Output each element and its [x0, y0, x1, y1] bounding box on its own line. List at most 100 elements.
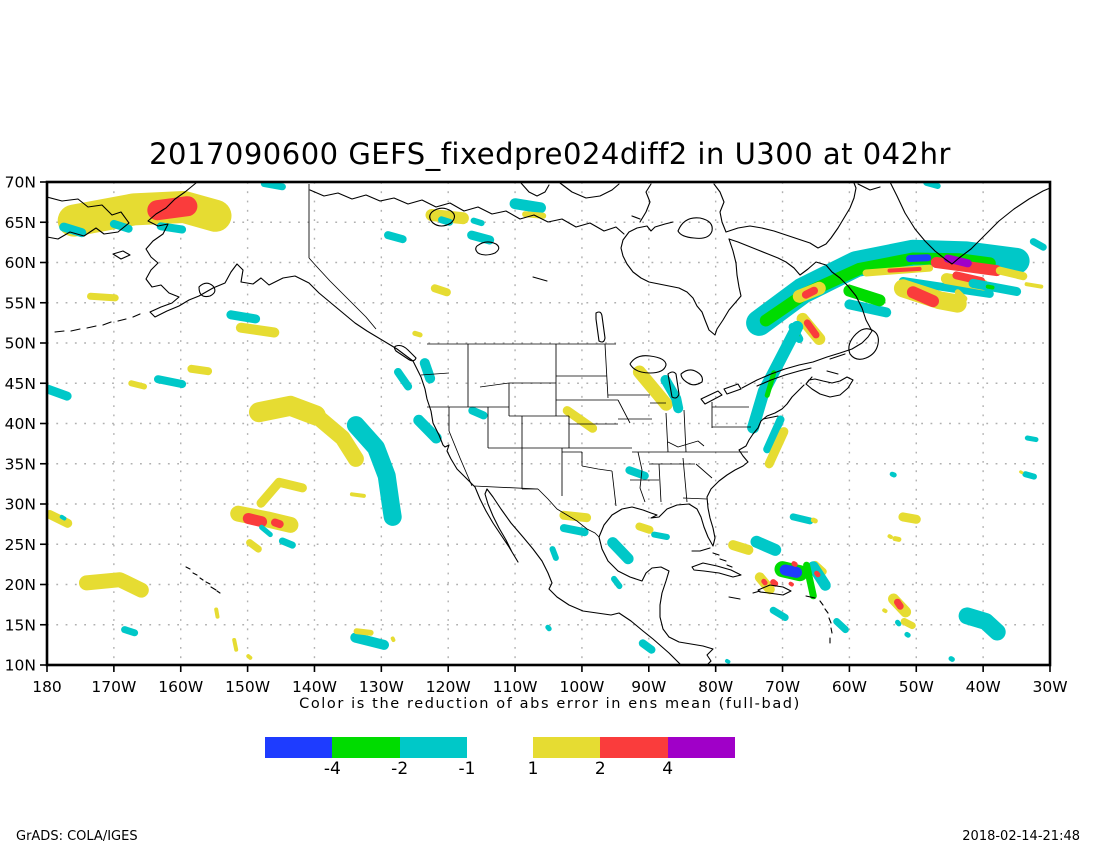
anomaly-region-t [438, 216, 453, 226]
anomaly-region-y [430, 284, 451, 297]
anomaly-region-t [923, 182, 941, 189]
anomaly-region-r [814, 570, 821, 578]
coastline-long-island [762, 415, 779, 420]
anomaly-region-y [887, 534, 893, 539]
coastline-st-lawrence-labrador [728, 238, 873, 389]
anomaly-region-t [384, 231, 407, 244]
anomaly-region-t [419, 358, 436, 384]
anomaly-region-y [353, 628, 374, 636]
anomaly-region-g [843, 284, 886, 307]
anomaly-region-y [249, 395, 326, 426]
colorbar-label: -4 [323, 759, 341, 779]
anomaly-region-y [246, 654, 253, 660]
colorbar-label: 2 [594, 759, 606, 779]
border-us-mexico [473, 485, 600, 538]
anomaly-region-t [625, 466, 649, 480]
coastline-victoria-island [559, 182, 620, 199]
coastline-southampton-island [677, 217, 713, 239]
lake-athabasca [532, 276, 548, 282]
coastline-jamaica [728, 596, 741, 600]
anomaly-region-t [549, 546, 559, 561]
anomaly-region-t [509, 198, 546, 214]
colorbar-negative: -4 -2 -1 [265, 737, 475, 779]
anomaly-region-y [882, 608, 888, 614]
coastline-st-lawrence-river [756, 367, 812, 387]
lon-tick-label: 160W [158, 678, 203, 696]
anomaly-region-y [390, 636, 396, 642]
anomaly-region-t [638, 639, 656, 654]
coastline-gulf-eastcoast-us [598, 384, 805, 547]
anomaly-region-y [810, 517, 818, 524]
anomaly-region-t [259, 524, 273, 538]
borders-layer [308, 184, 751, 538]
anomaly-region-t [47, 384, 72, 401]
anomaly-region-y [128, 380, 147, 390]
great-bear-lake [429, 207, 456, 227]
grads-credit: GrADS: COLA/IGES [16, 829, 138, 844]
lon-tick-label: 180 [32, 678, 62, 696]
anomaly-region-r [803, 319, 820, 339]
lon-tick-label: 120W [426, 678, 471, 696]
anomaly-region-r [894, 598, 904, 610]
anomaly-region-t [468, 406, 488, 420]
anomaly-region-t [346, 416, 402, 526]
anomaly-region-y [232, 638, 239, 652]
lon-tick-label: 100W [559, 678, 604, 696]
coastline-chukotka [47, 196, 130, 240]
anomaly-region-y [412, 330, 423, 338]
anomaly-region-t [833, 618, 849, 634]
anomaly-region-t [1024, 435, 1039, 443]
coastline-kodiak-island [198, 282, 216, 298]
lon-tick-label: 80W [698, 678, 733, 696]
coastline-vancouver-island [393, 344, 417, 362]
anomaly-region-g [803, 561, 817, 600]
lat-tick-label: 45N [5, 375, 36, 393]
lat-tick-label: 10N [5, 657, 36, 675]
colorbar-label: -1 [458, 759, 476, 779]
anomaly-region-r [770, 579, 779, 587]
anomaly-region-t [467, 230, 495, 245]
coastline-nova-scotia [805, 376, 854, 398]
anomaly-region-y [764, 427, 789, 469]
anomaly-region-t [394, 368, 413, 391]
anomaly-region-t [958, 607, 1006, 641]
anomaly-region-t [725, 659, 731, 664]
anomaly-region-t [156, 222, 187, 234]
anomaly-region-t [844, 299, 892, 318]
coastline-st-lawrence-island [112, 250, 131, 260]
coastline-bahamas [712, 552, 733, 568]
anomaly-region-t [763, 415, 785, 454]
coastline-pei [826, 370, 839, 375]
coastline-baffin-island [713, 182, 857, 249]
colorbar-label: 4 [662, 759, 674, 779]
lat-tick-label: 65N [5, 214, 36, 232]
lake-ontario [723, 383, 742, 395]
colorbar-segment [399, 737, 467, 758]
coastlines-layer [47, 182, 1050, 665]
coastline-boothia [631, 183, 652, 223]
coastline-cuba [691, 562, 742, 578]
us-state-borders [420, 343, 751, 507]
anomaly-region-t [895, 619, 902, 627]
lon-tick-label: 70W [765, 678, 800, 696]
axis-ticks-and-labels: 180 170W 160W 150W 140W 130W 120W 110W 100W 90W 80… [5, 174, 1068, 697]
anomaly-region-y [632, 365, 673, 411]
coastline-arctic-mainland [309, 189, 625, 235]
lat-tick-label: 40N [5, 415, 36, 433]
shaded-anomaly-regions [47, 182, 1047, 664]
anomaly-region-t [607, 537, 634, 565]
anomaly-region-y [954, 289, 968, 302]
lat-tick-label: 30N [5, 496, 36, 514]
anomaly-region-y [87, 292, 119, 302]
lat-tick-label: 15N [5, 616, 36, 634]
anomaly-region-t [769, 606, 789, 621]
border-alaska-canada [308, 184, 377, 330]
lon-tick-label: 60W [832, 678, 867, 696]
anomaly-region-y [235, 322, 280, 338]
coastline-alaska-westcoast-mexico [145, 182, 682, 665]
lon-tick-label: 140W [292, 678, 337, 696]
coastline-newfoundland [848, 328, 879, 360]
anomaly-region-r [761, 578, 768, 586]
anomaly-region-y [79, 572, 149, 598]
lat-tick-label: 50N [5, 335, 36, 353]
